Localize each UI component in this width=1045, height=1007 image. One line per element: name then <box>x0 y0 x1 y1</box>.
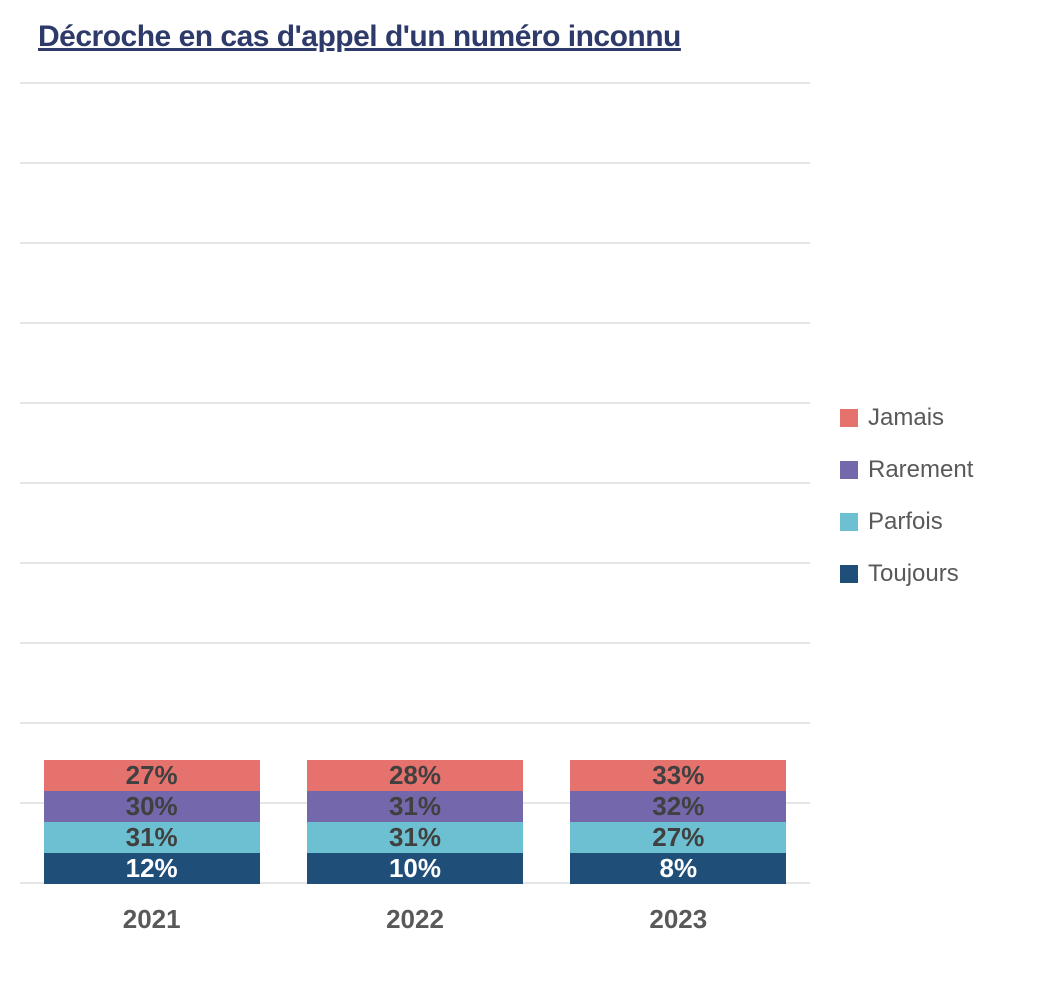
chart-title: Décroche en cas d'appel d'un numéro inco… <box>38 20 1025 54</box>
x-label: 2023 <box>570 904 786 935</box>
legend-label: Rarement <box>868 456 973 484</box>
plot-column: 12%31%30%27%10%31%31%28%8%27%32%33% 2021… <box>20 84 810 935</box>
segment-value-label: 12% <box>126 853 178 884</box>
segment-value-label: 32% <box>652 791 704 822</box>
segment-toujours: 8% <box>570 853 786 884</box>
segment-value-label: 30% <box>126 791 178 822</box>
x-label: 2021 <box>44 904 260 935</box>
segment-value-label: 27% <box>126 760 178 791</box>
segment-toujours: 10% <box>307 853 523 884</box>
segment-parfois: 27% <box>570 822 786 853</box>
plot-row: 12%31%30%27%10%31%31%28%8%27%32%33% 2021… <box>20 84 1025 935</box>
segment-value-label: 31% <box>126 822 178 853</box>
stacked-bar-chart: Décroche en cas d'appel d'un numéro inco… <box>20 20 1025 935</box>
bar-2022: 10%31%31%28% <box>307 760 523 884</box>
legend: Jamais Rarement Parfois Toujours <box>840 404 973 588</box>
segment-rarement: 30% <box>44 791 260 822</box>
x-label: 2022 <box>307 904 523 935</box>
legend-label: Jamais <box>868 404 944 432</box>
legend-label: Toujours <box>868 560 959 588</box>
legend-swatch <box>840 513 858 531</box>
bar-2021: 12%31%30%27% <box>44 760 260 884</box>
segment-value-label: 33% <box>652 760 704 791</box>
segment-jamais: 28% <box>307 760 523 791</box>
legend-item-rarement: Rarement <box>840 456 973 484</box>
segment-parfois: 31% <box>44 822 260 853</box>
segment-rarement: 31% <box>307 791 523 822</box>
segment-parfois: 31% <box>307 822 523 853</box>
legend-swatch <box>840 461 858 479</box>
segment-value-label: 8% <box>660 853 698 884</box>
segment-value-label: 27% <box>652 822 704 853</box>
legend-item-toujours: Toujours <box>840 560 973 588</box>
x-axis: 2021 2022 2023 <box>20 904 810 935</box>
legend-item-jamais: Jamais <box>840 404 973 432</box>
segment-jamais: 27% <box>44 760 260 791</box>
legend-swatch <box>840 565 858 583</box>
segment-value-label: 28% <box>389 760 441 791</box>
segment-jamais: 33% <box>570 760 786 791</box>
plot-area: 12%31%30%27%10%31%31%28%8%27%32%33% <box>20 84 810 884</box>
legend-item-parfois: Parfois <box>840 508 973 536</box>
bars-container: 12%31%30%27%10%31%31%28%8%27%32%33% <box>20 84 810 884</box>
segment-value-label: 10% <box>389 853 441 884</box>
segment-value-label: 31% <box>389 822 441 853</box>
legend-label: Parfois <box>868 508 943 536</box>
segment-toujours: 12% <box>44 853 260 884</box>
bar-2023: 8%27%32%33% <box>570 760 786 884</box>
segment-rarement: 32% <box>570 791 786 822</box>
legend-swatch <box>840 409 858 427</box>
segment-value-label: 31% <box>389 791 441 822</box>
